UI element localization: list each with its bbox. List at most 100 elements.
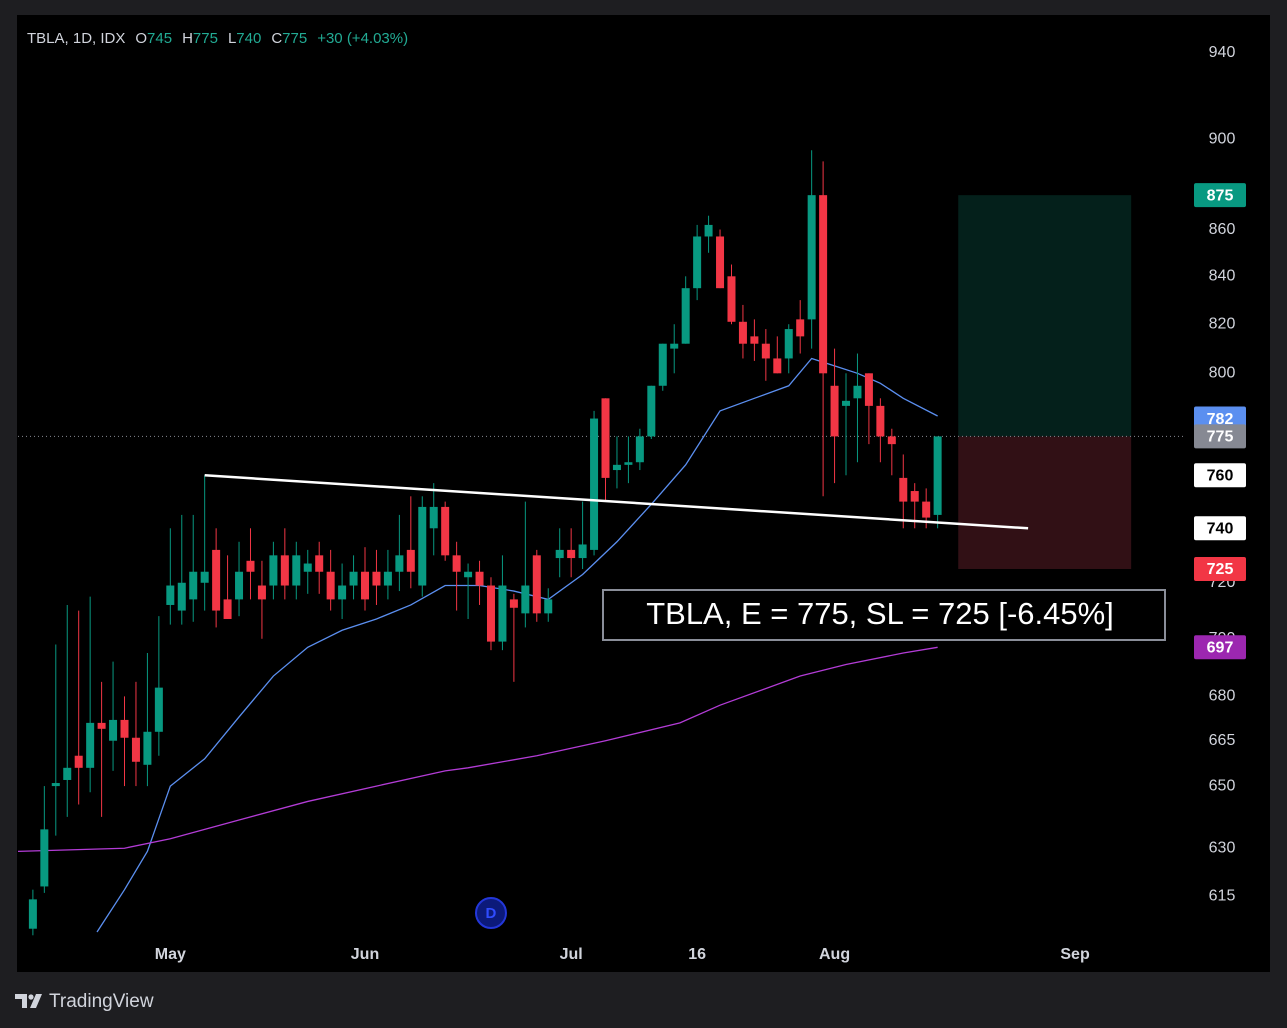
price-tag — [1194, 183, 1246, 208]
ohlc-value: 740 — [236, 30, 261, 47]
candle-body — [807, 195, 816, 320]
candle-body — [177, 582, 186, 611]
candle-body — [429, 506, 438, 529]
x-tick-label: Aug — [819, 946, 850, 963]
annotation-text: TBLA, E = 775, SL = 725 [-6.45%] — [646, 596, 1114, 631]
candle-body — [372, 571, 381, 586]
price-tag — [1194, 516, 1246, 541]
price-tag — [1194, 424, 1246, 449]
candle-body — [853, 385, 862, 399]
candle-body — [933, 436, 942, 515]
price-tag-label: 782 — [1207, 411, 1234, 428]
candle-body — [830, 385, 839, 437]
x-tick-label: Jul — [560, 946, 583, 963]
y-tick-label: 840 — [1209, 268, 1236, 285]
y-tick-label: 820 — [1209, 315, 1236, 332]
x-tick-label: Sep — [1060, 946, 1090, 963]
candle-body — [441, 506, 450, 556]
symbol: TBLA, 1D, IDX — [27, 30, 125, 47]
candle-body — [601, 398, 610, 478]
price-tag — [1194, 557, 1246, 582]
candle-body — [280, 555, 289, 586]
target-zone — [958, 195, 1132, 437]
price-tag — [1194, 463, 1246, 488]
change: +30 (+4.03%) — [317, 30, 408, 47]
candle-body — [383, 571, 392, 586]
candle-body — [578, 544, 587, 559]
candle-body — [910, 491, 919, 502]
candle-body — [544, 599, 553, 614]
candle-body — [899, 477, 908, 502]
y-tick-label: 615 — [1209, 887, 1236, 904]
candle-body — [750, 336, 759, 344]
candle-body — [303, 563, 312, 572]
candle-body — [166, 585, 175, 605]
candle-body — [40, 829, 49, 887]
y-tick-label: 900 — [1209, 130, 1236, 147]
candle-body — [681, 288, 690, 344]
candle-body — [498, 585, 507, 642]
candle-body — [590, 418, 599, 550]
candle-body — [773, 358, 782, 374]
candle-body — [887, 436, 896, 445]
candle-body — [716, 236, 725, 289]
price-tag-label: 760 — [1207, 467, 1234, 484]
ohlc-label: H — [182, 30, 193, 47]
candle-body — [315, 555, 324, 572]
candle-body — [842, 400, 851, 406]
x-tick-label: May — [155, 946, 186, 963]
candle-body — [63, 767, 72, 780]
candle-body — [612, 464, 621, 471]
candle-body — [624, 462, 633, 465]
y-tick-label: 665 — [1209, 732, 1236, 749]
candle-body — [406, 549, 415, 572]
price-tag — [1194, 635, 1246, 660]
price-tag-label: 875 — [1207, 187, 1234, 204]
candle-body — [212, 549, 221, 611]
candle-body — [704, 224, 713, 237]
candle-body — [74, 755, 83, 768]
y-tick-label: 630 — [1209, 839, 1236, 856]
x-tick-label: Jun — [351, 946, 379, 963]
candle-body — [486, 585, 495, 642]
candle-body — [876, 405, 885, 437]
price-tag-label: 725 — [1207, 561, 1234, 578]
price-tag-label: 697 — [1207, 640, 1234, 657]
candle-body — [235, 571, 244, 600]
y-tick-label: 650 — [1209, 777, 1236, 794]
brand-name: TradingView — [49, 991, 154, 1012]
y-tick-label: 860 — [1209, 221, 1236, 238]
ohlc-label: O — [135, 30, 147, 47]
ohlc-label: L — [228, 30, 236, 47]
candle-body — [464, 571, 473, 578]
candle-body — [86, 722, 95, 768]
logo-shape — [15, 994, 42, 1008]
x-tick-label: 16 — [688, 946, 706, 963]
candle-body — [292, 555, 301, 586]
ohlc-value: 775 — [193, 30, 218, 47]
candle-body — [200, 571, 209, 583]
header: TBLA, 1D, IDX O745 H775 L740 C775 +30 (+4.03%… — [27, 30, 408, 47]
candle-body — [761, 343, 770, 359]
price-tag-label: 775 — [1207, 429, 1234, 446]
candle-body — [223, 599, 232, 619]
candle-body — [97, 722, 106, 729]
candle-body — [784, 329, 793, 359]
candle-body — [269, 555, 278, 586]
y-tick-label: 940 — [1209, 44, 1236, 61]
candle-body — [189, 571, 198, 600]
candle-body — [796, 319, 805, 337]
candle-body — [452, 555, 461, 572]
candle-body — [109, 719, 118, 741]
event-marker — [474, 897, 507, 929]
ma-line — [17, 646, 938, 853]
price-tag-label: 740 — [1207, 521, 1234, 538]
candle-body — [555, 549, 564, 559]
candle-body — [154, 687, 163, 732]
candle-body — [521, 585, 530, 614]
candle-body — [567, 549, 576, 559]
candle-body — [727, 276, 736, 322]
ohlc-value: 775 — [282, 30, 307, 47]
